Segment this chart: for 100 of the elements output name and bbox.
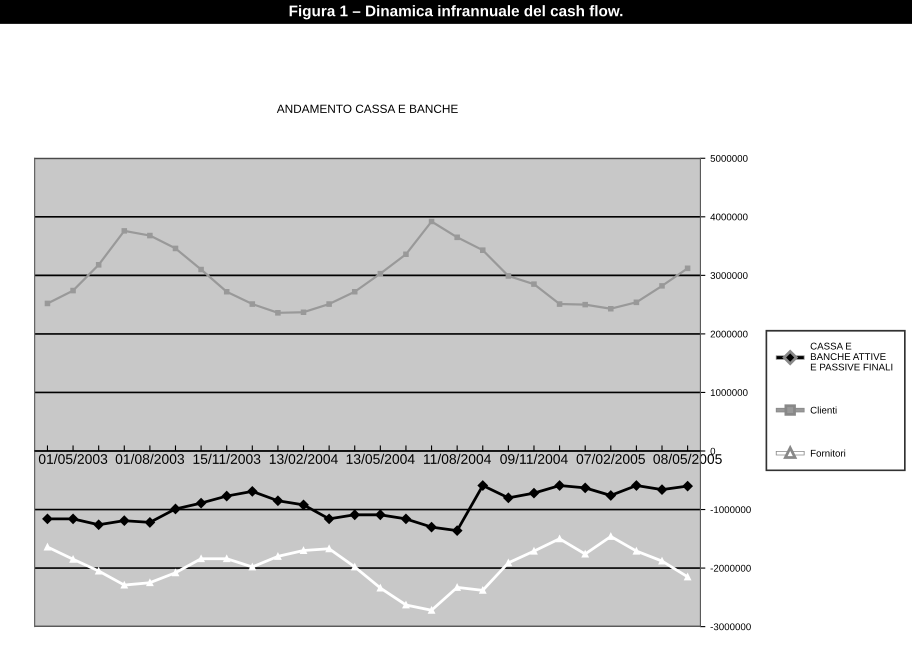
point (146, 579, 154, 586)
y-tick-label: -3000000 (710, 623, 751, 630)
y-tick-label: 4000000 (710, 214, 748, 220)
x-tick-label: 01/08/2003 (116, 454, 184, 464)
x-tick-label: 13/05/2004 (346, 454, 415, 464)
point (300, 309, 306, 316)
point (454, 234, 460, 240)
point (506, 273, 512, 279)
point (682, 481, 693, 492)
point (684, 266, 690, 272)
point (122, 228, 128, 234)
point (44, 300, 50, 306)
point (606, 490, 616, 501)
point (656, 484, 668, 495)
point (248, 563, 256, 570)
point (378, 270, 384, 276)
legend-label: CASSA E BANCHE ATTIVE E PASSIVE FINALI (810, 342, 892, 371)
point (172, 246, 178, 252)
point (503, 492, 514, 503)
point (580, 482, 590, 493)
point (659, 283, 665, 289)
point (250, 301, 256, 307)
point (607, 532, 614, 540)
point (582, 302, 588, 308)
point (70, 556, 77, 563)
legend-label: Clienti (810, 406, 836, 414)
point (634, 300, 640, 306)
point (119, 516, 130, 526)
point (658, 558, 666, 565)
point (274, 552, 282, 560)
point (480, 247, 486, 253)
y-tick-label: 3000000 (710, 272, 748, 279)
y-tick-label: 2000000 (710, 330, 748, 338)
point (298, 500, 309, 510)
point (198, 555, 205, 562)
point (196, 498, 206, 508)
point (172, 569, 179, 576)
chart-subtitle: ANDAMENTO CASSA E BANCHE (276, 104, 458, 113)
y-tick-label: -2000000 (710, 564, 751, 572)
point (300, 547, 307, 554)
x-tick-label: 13/02/2004 (270, 454, 338, 464)
point (350, 510, 360, 520)
point (324, 514, 334, 524)
point (554, 480, 565, 491)
point (95, 568, 102, 574)
point (528, 488, 540, 498)
point (272, 496, 284, 506)
point (428, 218, 434, 224)
point (147, 232, 153, 238)
point (479, 586, 486, 594)
point (400, 514, 412, 524)
point (403, 252, 409, 258)
x-tick-label: 09/11/2004 (500, 454, 568, 464)
point (94, 520, 104, 530)
x-tick-label: 07/02/2005 (576, 454, 645, 464)
point (44, 544, 51, 550)
y-tick-label: 1000000 (710, 389, 748, 396)
point (454, 584, 461, 591)
point (631, 480, 642, 491)
point (402, 601, 410, 608)
y-tick-label: 0 (710, 448, 716, 455)
point (376, 584, 384, 592)
point (556, 301, 562, 307)
point (247, 486, 258, 496)
point (375, 510, 386, 520)
point (684, 573, 692, 580)
point (120, 582, 128, 589)
x-tick-label: 01/05/2003 (38, 454, 108, 464)
point (530, 548, 538, 555)
point (326, 301, 332, 307)
point (96, 262, 102, 268)
point (582, 550, 589, 558)
point (556, 535, 564, 542)
point (70, 288, 76, 294)
chart-title: Figura 1 – Dinamica infrannuale del cash flow. (290, 5, 622, 20)
point (326, 545, 333, 552)
x-tick-label: 11/08/2004 (424, 454, 491, 464)
point (351, 563, 358, 570)
point (222, 490, 232, 502)
y-tick-label: 5000000 (710, 155, 748, 162)
point (170, 504, 181, 514)
point (504, 559, 512, 566)
point (223, 555, 230, 562)
x-tick-label: 15/11/2003 (194, 454, 260, 464)
point (478, 480, 488, 491)
point (68, 514, 78, 524)
point (275, 310, 281, 316)
point (42, 514, 53, 524)
y-tick-label: -1000000 (710, 506, 751, 514)
point (144, 517, 155, 528)
point (452, 525, 462, 536)
point (224, 288, 230, 295)
point (608, 306, 614, 312)
point (632, 548, 640, 555)
point (428, 606, 436, 614)
point (352, 288, 358, 295)
point (426, 522, 437, 532)
point (531, 281, 537, 287)
legend-label: Fornitori (810, 450, 846, 457)
point (198, 266, 204, 272)
